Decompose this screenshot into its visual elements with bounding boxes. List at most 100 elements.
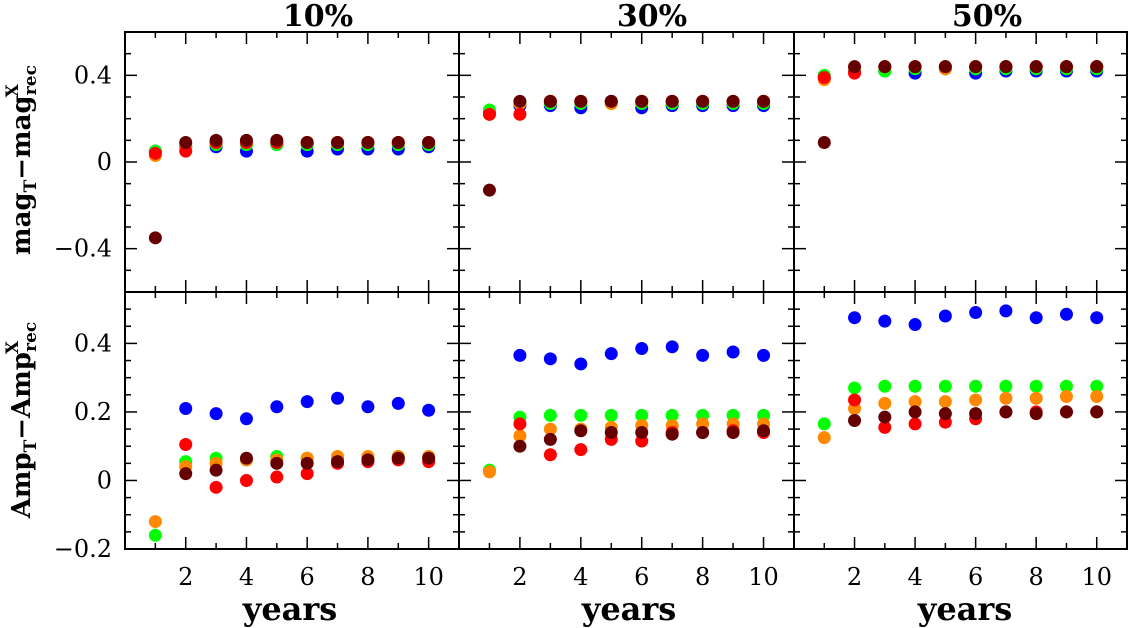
data-point — [665, 408, 679, 422]
data-point — [999, 379, 1013, 393]
data-point — [878, 60, 892, 74]
data-point — [361, 400, 375, 414]
data-point — [969, 393, 983, 407]
data-point — [1059, 307, 1073, 321]
data-point — [817, 136, 831, 149]
data-point — [938, 60, 952, 74]
data-point — [969, 407, 983, 421]
data-point — [270, 133, 284, 147]
y-axis-label-bottom: AmpT−AmpXrec — [3, 322, 41, 520]
y-tick-label-bottom: −0.2 — [54, 535, 112, 563]
data-point — [665, 340, 679, 354]
data-point — [543, 432, 557, 446]
data-point — [635, 425, 649, 439]
data-point — [331, 455, 345, 469]
data-point — [1059, 60, 1073, 74]
data-point — [878, 314, 892, 328]
data-point — [878, 396, 892, 410]
data-point — [1090, 390, 1104, 404]
data-point — [878, 379, 892, 393]
data-point — [938, 309, 952, 323]
data-point — [270, 470, 284, 484]
data-point — [209, 463, 223, 477]
x-tick-label: 4 — [907, 563, 922, 591]
data-point — [604, 408, 618, 422]
data-point — [938, 379, 952, 393]
data-point — [361, 136, 375, 149]
data-point — [574, 357, 588, 371]
data-point — [331, 391, 345, 405]
data-point — [574, 443, 588, 457]
x-tick-label: 10 — [748, 563, 779, 591]
data-point — [391, 451, 405, 465]
data-point — [1090, 405, 1104, 419]
data-point — [270, 400, 284, 414]
data-point — [665, 94, 679, 108]
data-point — [726, 345, 740, 359]
panel-frame-top-3 — [793, 31, 1128, 293]
data-point — [209, 133, 223, 147]
panel-frame-bottom-3 — [793, 291, 1128, 550]
y-tick-label-bottom: 0 — [97, 466, 112, 494]
data-point — [239, 412, 253, 426]
x-tick-label: 2 — [847, 563, 862, 591]
x-tick-label: 8 — [360, 563, 375, 591]
x-tick-label: 6 — [634, 563, 649, 591]
data-point — [908, 318, 922, 332]
data-point — [908, 395, 922, 409]
data-point — [999, 391, 1013, 405]
data-point — [361, 453, 375, 467]
data-point — [878, 410, 892, 424]
data-point — [908, 405, 922, 419]
x-tick-label: 4 — [239, 563, 254, 591]
x-tick-label: 6 — [968, 563, 983, 591]
data-point — [574, 408, 588, 422]
data-point — [908, 379, 922, 393]
data-point — [513, 439, 527, 453]
data-point — [179, 136, 193, 149]
panel-frame-bottom-1 — [124, 291, 460, 550]
data-point — [1090, 311, 1104, 325]
data-point — [604, 347, 618, 361]
data-point — [574, 424, 588, 438]
data-point — [300, 467, 314, 481]
data-points — [148, 60, 1104, 542]
data-point — [1029, 311, 1043, 325]
data-point — [148, 528, 162, 542]
data-point — [482, 465, 496, 479]
data-point — [148, 515, 162, 529]
x-tick-label: 4 — [573, 563, 588, 591]
data-point — [543, 408, 557, 422]
x-tick-label: 10 — [1081, 563, 1112, 591]
data-point — [1029, 391, 1043, 405]
data-point — [969, 306, 983, 320]
data-point — [422, 403, 436, 417]
data-point — [300, 136, 314, 149]
data-point — [179, 402, 193, 416]
data-point — [604, 94, 618, 108]
data-point — [848, 393, 862, 407]
y-tick-label-top: −0.4 — [54, 235, 112, 263]
data-point — [148, 231, 162, 245]
data-point — [239, 451, 253, 465]
y-tick-label-bottom: 0.2 — [74, 398, 112, 426]
data-point — [878, 420, 892, 434]
data-point — [817, 431, 831, 445]
x-tick-label: 6 — [300, 563, 315, 591]
data-point — [635, 94, 649, 108]
data-point — [665, 427, 679, 441]
column-title-30: 30% — [617, 0, 687, 34]
data-point — [726, 94, 740, 108]
x-tick-label: 10 — [413, 563, 444, 591]
x-axis-label-col2: years — [581, 590, 677, 628]
data-point — [543, 448, 557, 462]
data-point — [1059, 390, 1073, 404]
x-tick-label: 2 — [178, 563, 193, 591]
data-point — [391, 136, 405, 149]
data-point — [696, 348, 710, 362]
data-point — [817, 417, 831, 431]
data-point — [1029, 60, 1043, 74]
column-title-10: 10% — [283, 0, 353, 34]
data-point — [604, 425, 618, 439]
data-point — [757, 424, 771, 438]
